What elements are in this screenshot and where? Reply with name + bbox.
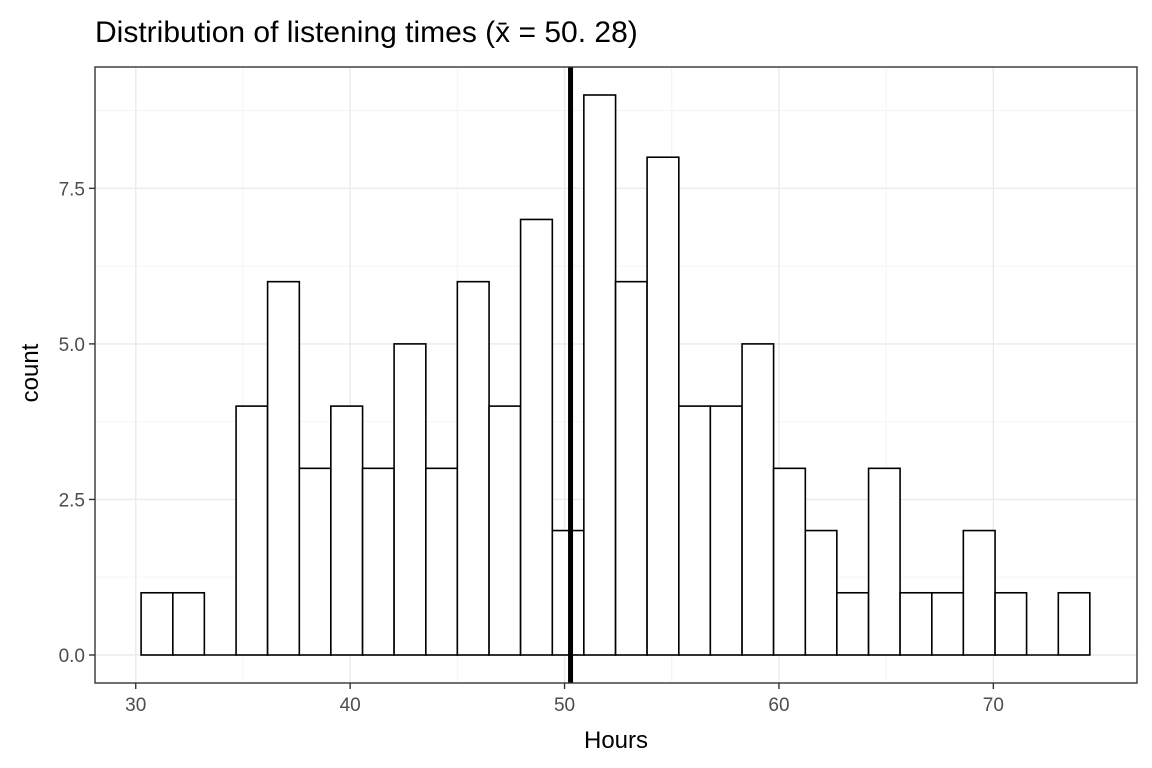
histogram-bar xyxy=(646,156,680,656)
histogram-bar xyxy=(741,343,775,656)
histogram-bar xyxy=(140,591,174,656)
panel-border xyxy=(94,66,1138,684)
histogram-bar xyxy=(836,591,870,656)
histogram-bar xyxy=(1057,591,1091,656)
y-axis-title: count xyxy=(17,343,44,402)
chart-title: Distribution of listening times (x̄ = 50… xyxy=(95,16,638,49)
histogram-bars xyxy=(140,94,1091,656)
x-tick-label: 60 xyxy=(768,695,789,716)
histogram-bar xyxy=(804,529,838,656)
histogram-bar xyxy=(298,467,332,656)
x-tick-label: 50 xyxy=(554,695,575,716)
x-axis: 30 40 50 60 70 xyxy=(125,683,1004,716)
y-tick-label: 0.0 xyxy=(59,646,85,667)
histogram-bar xyxy=(678,405,712,656)
histogram-bar xyxy=(962,529,996,656)
x-axis-title: Hours xyxy=(584,727,648,754)
x-tick-label: 70 xyxy=(983,695,1004,716)
x-tick-label: 30 xyxy=(125,695,146,716)
y-tick-label: 5.0 xyxy=(59,335,85,356)
histogram-bar xyxy=(425,467,459,656)
histogram-bar xyxy=(235,405,269,656)
histogram-bar xyxy=(488,405,522,656)
histogram-bar xyxy=(519,218,554,656)
histogram-bar xyxy=(709,405,743,656)
x-tick-label: 40 xyxy=(340,695,361,716)
histogram-bar xyxy=(330,405,364,656)
histogram-bar xyxy=(456,280,490,656)
histogram-bar xyxy=(583,94,617,656)
y-axis: 0.0 2.5 5.0 7.5 xyxy=(59,179,95,667)
histogram-bar xyxy=(772,467,807,656)
histogram-bar xyxy=(867,467,901,656)
histogram-bar xyxy=(266,280,301,656)
histogram-bar xyxy=(393,343,427,656)
y-tick-label: 7.5 xyxy=(59,179,85,200)
histogram-bar xyxy=(172,591,206,656)
panel-frame xyxy=(94,66,1138,684)
histogram-bar xyxy=(899,591,933,656)
histogram-bar xyxy=(994,591,1028,656)
histogram-bar xyxy=(931,591,965,656)
histogram-bar xyxy=(614,280,648,656)
histogram-bar xyxy=(361,467,395,656)
y-tick-label: 2.5 xyxy=(59,490,85,511)
